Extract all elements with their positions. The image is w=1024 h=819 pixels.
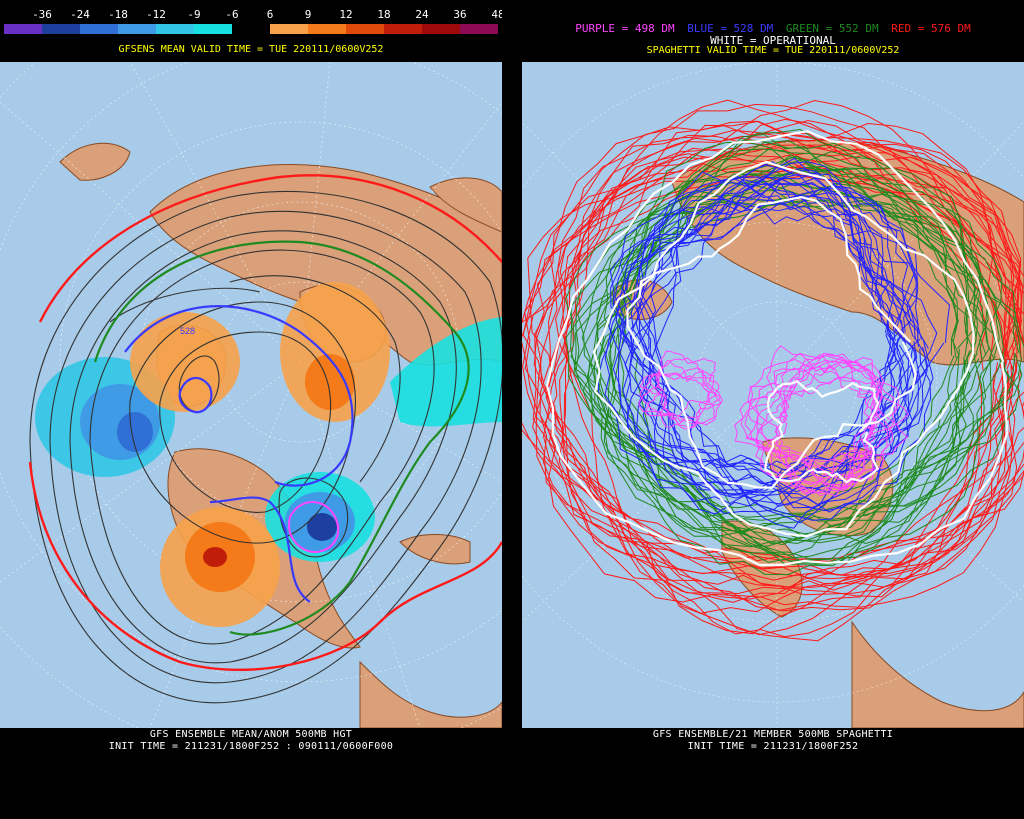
legend-green: GREEN = 552 DM (785, 22, 879, 35)
spaghetti-member-line (622, 176, 932, 521)
colorbar-swatch (194, 24, 232, 34)
colorbar-swatch (308, 24, 346, 34)
colorbar-tick: -18 (108, 8, 128, 21)
panel-divider (502, 0, 522, 819)
operational-contour-line (764, 380, 880, 484)
spaghetti-legend-dm: PURPLE = 498 DM BLUE = 528 DM GREEN = 55… (522, 22, 1024, 35)
legend-purple: PURPLE = 498 DM (575, 22, 675, 35)
colorbar-swatch (384, 24, 422, 34)
contour-528-low (178, 376, 213, 414)
operational-contour-line (626, 196, 917, 489)
colorbar-tick: 48 (491, 8, 502, 21)
spaghetti-caption-init: INIT TIME = 211231/1800F252 (687, 741, 859, 752)
spaghetti-member-line (747, 358, 894, 477)
colorbar-tick: -6 (225, 8, 239, 21)
spaghetti-member-line (581, 175, 989, 564)
spaghetti-member-line (604, 182, 982, 528)
colorbar-swatch (42, 24, 80, 34)
colorbar-tick: 36 (453, 8, 467, 21)
ensemble-mean-panel: -36 -24 -18 -12 -9 -6 6 9 12 18 24 36 48 GFSENS MEAN… (0, 0, 502, 819)
spaghetti-member-line (565, 169, 1023, 545)
colorbar-tick: 24 (415, 8, 429, 21)
spaghetti-caption-title: GFS ENSEMBLE/21 MEMBER 500MB SPAGHETTI (652, 729, 894, 740)
legend-blue: BLUE = 528 DM (687, 22, 774, 35)
colorbar-tick: -9 (187, 8, 201, 21)
spaghetti-member-line (637, 187, 922, 529)
colorbar-tick: 12 (339, 8, 353, 21)
spaghetti-member-line (524, 99, 1024, 636)
colorbar-tick: -24 (70, 8, 90, 21)
height-contours (29, 190, 502, 704)
spaghetti-member-line (638, 361, 720, 429)
colorbar-swatch (80, 24, 118, 34)
colorbar-tick: -12 (146, 8, 166, 21)
colorbar-swatch (422, 24, 460, 34)
spaghetti-member-line (603, 169, 1024, 548)
blue-contour-south (209, 496, 311, 603)
spaghetti-member-line (755, 362, 908, 492)
colorbar-tick: 18 (377, 8, 391, 21)
colorbar-tick: 9 (304, 8, 312, 21)
colorbar-tick: 6 (266, 8, 274, 21)
purple-498-contour (288, 501, 340, 554)
spaghetti-member-line (768, 356, 883, 494)
anomaly-colorbar (4, 24, 498, 34)
colorbar-swatch (270, 24, 308, 34)
green-552-contour (93, 240, 470, 636)
spaghetti-member-line (582, 191, 1021, 540)
spaghetti-map (522, 62, 1024, 728)
spaghetti-member-line (597, 179, 919, 478)
purple-498-members (638, 345, 909, 497)
spaghetti-panel: PURPLE = 498 DM BLUE = 528 DM GREEN = 55… (522, 0, 1024, 819)
spaghetti-valid-time: SPAGHETTI VALID TIME = TUE 220111/0600V2… (646, 45, 900, 56)
colorbar-swatch (460, 24, 498, 34)
spaghetti-member-line (609, 141, 971, 576)
spaghetti-member-line (573, 155, 1020, 544)
spaghetti-member-line (645, 367, 723, 430)
legend-white: WHITE = OPERATIONAL (710, 34, 836, 47)
spaghetti-member-line (745, 353, 900, 481)
spaghetti-member-line (535, 125, 1015, 585)
spaghetti-member-line (596, 159, 1010, 522)
spaghetti-member-line (535, 103, 1024, 612)
colorbar-swatch (232, 24, 270, 34)
mean-valid-time: GFSENS MEAN VALID TIME = TUE 220111/0600… (118, 44, 384, 55)
operational-contour-line (545, 130, 1009, 567)
spaghetti-map-svg (522, 62, 1024, 728)
colorbar-tick: -36 (32, 8, 52, 21)
colorbar-swatch (118, 24, 156, 34)
spaghetti-member-line (608, 181, 916, 509)
spaghetti-member-line (522, 174, 1024, 561)
spaghetti-member-line (658, 371, 716, 428)
mean-caption-title: GFS ENSEMBLE MEAN/ANOM 500MB HGT (149, 729, 353, 740)
operational-contour-line (592, 160, 975, 538)
ensemble-mean-map: 528 (0, 62, 502, 728)
spaghetti-member-line (615, 161, 934, 514)
spaghetti-member-line (522, 120, 1020, 614)
colorbar-swatch (156, 24, 194, 34)
red-576-contour (28, 174, 502, 672)
white-operational-contours (545, 130, 1009, 567)
contour-528-label: 528 (180, 326, 195, 336)
spaghetti-member-line (734, 345, 889, 496)
blue-528-contour (124, 305, 354, 487)
spaghetti-member-line (747, 352, 909, 484)
spaghetti-member-line (612, 178, 917, 496)
colorbar-swatch (346, 24, 384, 34)
spaghetti-member-line (619, 148, 960, 563)
spaghetti-member-line (544, 129, 1023, 608)
spaghetti-member-line (755, 360, 883, 486)
colorbar-tick-labels: -36 -24 -18 -12 -9 -6 6 9 12 18 24 36 48 (0, 8, 502, 22)
legend-red: RED = 576 DM (891, 22, 971, 35)
mean-caption-init: INIT TIME = 211231/1800F252 : 090111/060… (108, 741, 394, 752)
spaghetti-member-line (639, 350, 721, 417)
colorbar-swatch (4, 24, 42, 34)
red-576-members (522, 99, 1024, 642)
mean-map-svg: 528 (0, 62, 502, 728)
